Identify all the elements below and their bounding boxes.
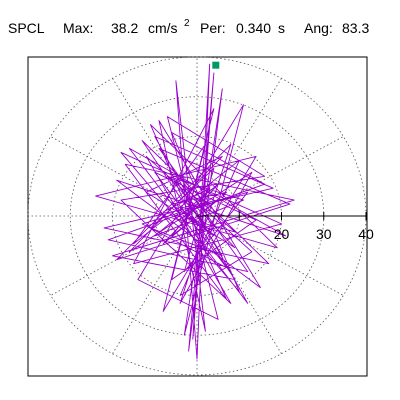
- header-per-label: Per:: [200, 20, 226, 36]
- grid-spoke: [112, 78, 198, 217]
- grid-spoke: [112, 215, 198, 354]
- marker-layer: [212, 61, 220, 69]
- radial-tick-label: 30: [316, 226, 332, 242]
- header-max-value: 38.2: [111, 20, 138, 36]
- grid-spoke: [196, 78, 282, 217]
- grid-spoke: [196, 215, 282, 354]
- radial-tick-label: 20: [274, 226, 290, 242]
- radial-axis: 20 30 40: [197, 212, 374, 242]
- header-per-value: 0.340: [236, 20, 271, 36]
- peak-marker: [212, 61, 220, 69]
- series-trace: [95, 63, 295, 360]
- header-max-label: Max:: [63, 20, 93, 36]
- header-max-unit: cm/s: [148, 20, 178, 36]
- header-label: SPCL: [8, 20, 45, 36]
- header-per-unit: s: [278, 20, 285, 36]
- header-ang-value: 83.3: [342, 20, 369, 36]
- header-ang-label: Ang:: [304, 20, 333, 36]
- radial-tick-label: 40: [358, 226, 374, 242]
- trace-layer: [95, 63, 295, 360]
- header-max-unit-exponent: 2: [184, 18, 190, 29]
